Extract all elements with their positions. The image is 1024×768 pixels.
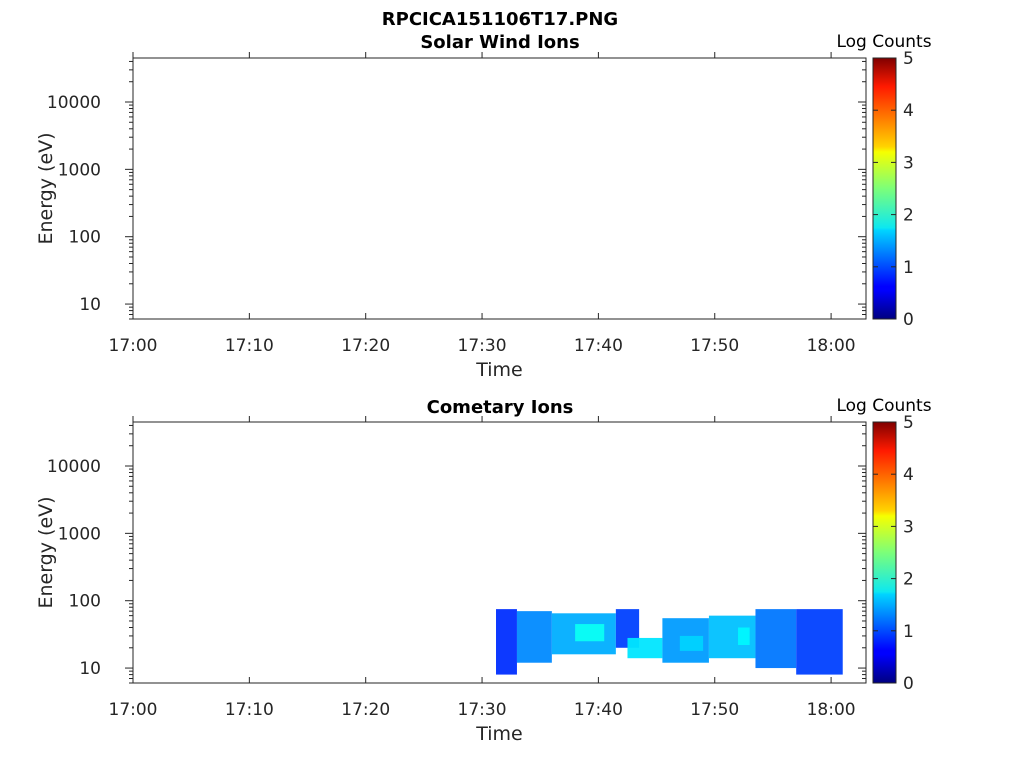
x-tick-label: 17:10 (225, 700, 274, 720)
x-tick-label: 17:40 (574, 336, 623, 356)
x-tick-label: 17:50 (690, 700, 739, 720)
spectrogram-cell (755, 609, 797, 669)
spectrogram-cell (575, 624, 605, 642)
x-axis-label: Time (475, 359, 523, 381)
colorbar-tick-label: 1 (903, 622, 914, 642)
y-axis-label: Energy (eV) (35, 132, 57, 244)
y-tick-label: 10 (79, 659, 101, 679)
colorbar-tick-label: 3 (903, 517, 914, 537)
x-tick-label: 17:20 (341, 700, 390, 720)
x-tick-label: 17:20 (341, 336, 390, 356)
colorbar-label: Log Counts (836, 32, 931, 52)
spectrogram-cell (496, 609, 517, 675)
x-tick-label: 17:50 (690, 336, 739, 356)
colorbar-label: Log Counts (836, 396, 931, 416)
colorbar-tick-label: 5 (903, 49, 914, 69)
colorbar-tick-label: 0 (903, 674, 914, 694)
x-tick-label: 17:30 (458, 336, 507, 356)
spectrogram-cell (627, 637, 663, 659)
spectrogram-cell (738, 627, 750, 645)
colorbar-tick-label: 2 (903, 570, 914, 590)
colorbar-tick-label: 4 (903, 101, 914, 121)
plot-frame (132, 57, 867, 320)
colorbar-tick-label: 2 (903, 206, 914, 226)
y-tick-label: 1000 (58, 160, 101, 180)
panel-1: Solar Wind Ions 17:00 17:10 17:20 17:30 17:40… (35, 32, 932, 381)
spectrogram-cell (516, 611, 552, 663)
x-tick-label: 17:00 (109, 336, 158, 356)
panel-title: Solar Wind Ions (420, 32, 579, 53)
panel-2: Cometary Ions 17:00 17:10 17:20 17:30 17:40 17… (35, 396, 932, 745)
y-tick-label: 1000 (58, 524, 101, 544)
y-tick-label: 10 (79, 295, 101, 315)
panel-title: Cometary Ions (427, 397, 574, 418)
x-tick-label: 17:40 (574, 700, 623, 720)
y-tick-label: 100 (69, 228, 101, 248)
colorbar (872, 421, 897, 684)
colorbar-tick-label: 4 (903, 465, 914, 485)
y-tick-label: 100 (69, 592, 101, 612)
colorbar-tick-label: 3 (903, 153, 914, 173)
colorbar-tick-label: 1 (903, 258, 914, 278)
spectrogram-cell (796, 609, 843, 675)
y-axis-label: Energy (eV) (35, 496, 57, 608)
x-tick-label: 18:00 (807, 700, 856, 720)
spectrogram-data (496, 609, 843, 675)
colorbar-tick-label: 0 (903, 310, 914, 330)
plot-frame (132, 421, 867, 684)
x-axis-label: Time (475, 723, 523, 745)
spectrogram-cell (679, 635, 704, 651)
x-tick-label: 18:00 (807, 336, 856, 356)
y-tick-label: 10000 (47, 93, 101, 113)
x-tick-label: 17:10 (225, 336, 274, 356)
colorbar (872, 57, 897, 320)
figure-title: RPCICA151106T17.PNG (382, 9, 618, 30)
colorbar-tick-label: 5 (903, 413, 914, 433)
y-tick-label: 10000 (47, 457, 101, 477)
x-tick-label: 17:00 (109, 700, 158, 720)
x-tick-label: 17:30 (458, 700, 507, 720)
